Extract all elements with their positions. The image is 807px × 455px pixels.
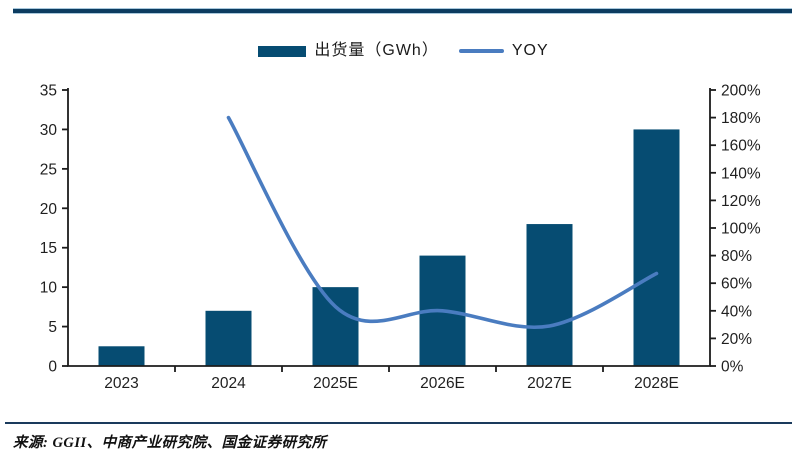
left-tick-label: 25	[40, 161, 57, 178]
right-tick-label: 120%	[721, 193, 761, 210]
chart-legend: 出货量（GWh） YOY	[0, 41, 807, 61]
left-tick-label: 0	[48, 359, 57, 376]
line-series-label: YOY	[511, 42, 549, 59]
left-tick-label: 20	[40, 201, 58, 218]
right-tick-label: 40%	[721, 303, 752, 320]
right-tick-label: 0%	[721, 359, 744, 376]
top-divider	[13, 8, 792, 14]
left-tick-label: 35	[40, 83, 57, 100]
bar-2025E	[312, 287, 359, 366]
category-label: 2024	[211, 375, 246, 392]
left-tick-label: 15	[40, 240, 57, 257]
right-tick-label: 60%	[721, 276, 752, 293]
category-label: 2027E	[527, 375, 572, 392]
category-label: 2023	[104, 375, 138, 392]
bar-series-swatch	[258, 45, 307, 57]
source-note: 来源: GGII、中商产业研究院、国金证券研究所	[13, 435, 327, 451]
bar-2027E	[526, 224, 573, 366]
footer-divider	[5, 422, 792, 425]
right-tick-label: 80%	[721, 248, 752, 265]
axis-frame	[67, 88, 711, 367]
right-tick-label: 200%	[721, 83, 761, 100]
left-tick-label: 30	[40, 122, 58, 139]
left-tick-label: 5	[48, 319, 57, 336]
bar-2024	[205, 310, 252, 366]
bar-2023	[98, 346, 145, 366]
category-label: 2025E	[313, 375, 358, 392]
bar-2028E	[633, 129, 680, 366]
yoy-line	[226, 115, 659, 329]
bar-series-label: 出货量（GWh）	[314, 42, 439, 59]
left-tick-label: 10	[40, 280, 58, 297]
right-tick-label: 20%	[721, 331, 752, 348]
category-label: 2026E	[420, 375, 465, 392]
right-tick-label: 140%	[721, 165, 761, 182]
right-tick-label: 160%	[721, 138, 761, 155]
category-label: 2028E	[634, 375, 679, 392]
line-series-swatch	[458, 49, 504, 53]
right-tick-label: 180%	[721, 110, 761, 127]
right-tick-label: 100%	[721, 221, 761, 238]
